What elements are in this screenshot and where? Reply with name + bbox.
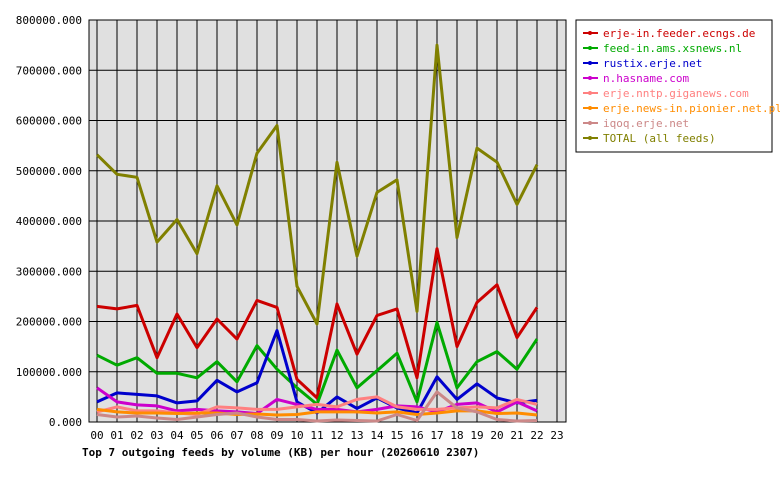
y-tick-label: 0.000	[49, 416, 82, 429]
x-axis-ticks: 00 01 02 03 04 05 06 07 08 09 10 11 12 13 14 15 16 17 18 19…	[90, 429, 563, 442]
y-tick-label: 100000.000	[16, 366, 82, 379]
x-tick-label: 05	[190, 429, 203, 442]
x-tick-label: 10	[290, 429, 303, 442]
series-line	[96, 407, 538, 417]
y-axis-ticks: 0.000 100000.000 200000.000 300000.000 40000…	[16, 14, 82, 429]
legend-label: n.hasname.com	[603, 72, 689, 85]
legend-label: erje-in.feeder.ecngs.de	[603, 27, 755, 40]
y-tick-label: 800000.000	[16, 14, 82, 27]
y-tick-label: 300000.000	[16, 265, 82, 278]
legend-marker	[588, 61, 592, 65]
x-tick-label: 11	[310, 429, 323, 442]
legend-label: TOTAL (all feeds)	[603, 132, 716, 145]
series-lines	[95, 43, 539, 423]
chart-title: Top 7 outgoing feeds by volume (KB) per …	[82, 446, 479, 459]
legend-label: erje.nntp.giganews.com	[603, 87, 749, 100]
legend-label: rustix.erje.net	[603, 57, 702, 70]
x-tick-label: 16	[410, 429, 423, 442]
legend-marker	[588, 91, 592, 95]
x-tick-label: 08	[250, 429, 263, 442]
legend-marker	[588, 46, 592, 50]
x-tick-label: 07	[230, 429, 243, 442]
y-tick-label: 500000.000	[16, 165, 82, 178]
x-tick-label: 03	[150, 429, 163, 442]
series-line	[96, 247, 539, 400]
x-tick-label: 17	[430, 429, 443, 442]
grid	[89, 19, 566, 423]
legend-label: iqoq.erje.net	[603, 117, 689, 130]
legend: erje-in.feeder.ecngs.de feed-in.ams.xsnew…	[575, 19, 780, 153]
x-tick-label: 12	[330, 429, 343, 442]
legend-label: feed-in.ams.xsnews.nl	[603, 42, 742, 55]
x-tick-label: 00	[90, 429, 103, 442]
x-tick-label: 18	[450, 429, 463, 442]
series-line	[95, 43, 539, 326]
legend-marker	[588, 136, 592, 140]
x-tick-label: 02	[130, 429, 143, 442]
y-tick-label: 600000.000	[16, 115, 82, 128]
series-line	[96, 390, 538, 423]
x-tick-label: 06	[210, 429, 223, 442]
x-tick-label: 23	[550, 429, 563, 442]
y-tick-label: 400000.000	[16, 215, 82, 228]
x-tick-label: 20	[490, 429, 503, 442]
y-tick-label: 200000.000	[16, 316, 82, 329]
x-tick-label: 01	[110, 429, 123, 442]
legend-label: erje.news-in.pionier.net.pl	[603, 102, 780, 115]
x-tick-label: 09	[270, 429, 283, 442]
legend-marker	[588, 106, 592, 110]
x-tick-label: 19	[470, 429, 483, 442]
x-tick-label: 22	[530, 429, 543, 442]
x-tick-label: 14	[370, 429, 384, 442]
series-line	[96, 386, 538, 415]
x-tick-label: 15	[390, 429, 403, 442]
x-tick-label: 04	[170, 429, 184, 442]
legend-box	[575, 19, 773, 153]
x-tick-label: 21	[510, 429, 523, 442]
x-tick-label: 13	[350, 429, 363, 442]
legend-marker	[588, 121, 592, 125]
legend-marker	[588, 31, 592, 35]
legend-marker	[588, 76, 592, 80]
y-tick-label: 700000.000	[16, 64, 82, 77]
